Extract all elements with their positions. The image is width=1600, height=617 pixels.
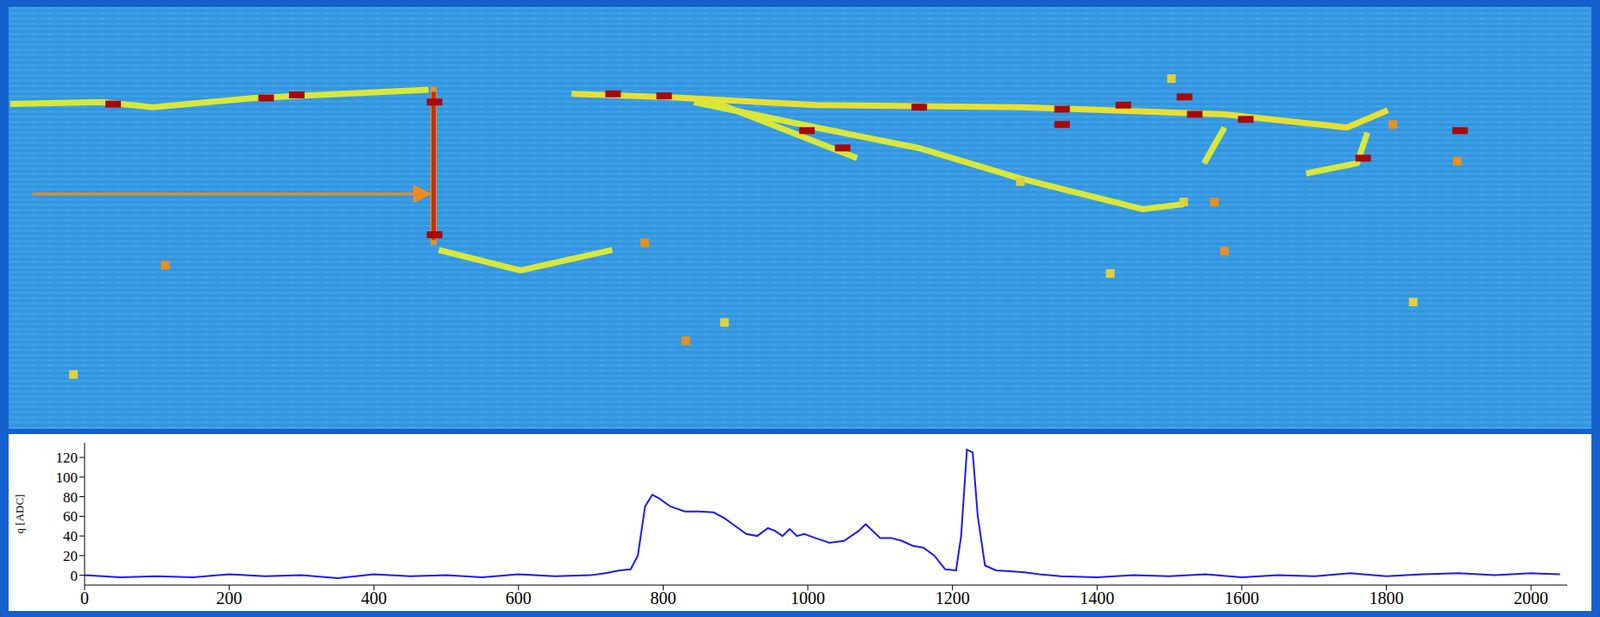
svg-text:q [ADC]: q [ADC] bbox=[12, 494, 26, 535]
svg-text:1600: 1600 bbox=[1224, 588, 1260, 608]
svg-text:1800: 1800 bbox=[1368, 588, 1404, 608]
svg-text:0: 0 bbox=[70, 567, 79, 585]
svg-text:1200: 1200 bbox=[935, 588, 971, 608]
svg-text:60: 60 bbox=[62, 508, 78, 525]
svg-text:800: 800 bbox=[649, 588, 676, 608]
svg-text:600: 600 bbox=[505, 588, 532, 608]
svg-text:120: 120 bbox=[56, 449, 79, 467]
svg-text:1400: 1400 bbox=[1079, 588, 1115, 608]
svg-text:20: 20 bbox=[62, 548, 78, 565]
svg-text:2000: 2000 bbox=[1513, 588, 1549, 608]
svg-text:80: 80 bbox=[62, 489, 78, 506]
svg-text:200: 200 bbox=[216, 588, 243, 608]
svg-text:100: 100 bbox=[56, 469, 79, 486]
svg-text:1000: 1000 bbox=[790, 588, 826, 608]
svg-text:400: 400 bbox=[360, 588, 387, 608]
svg-text:0: 0 bbox=[80, 588, 89, 608]
svg-text:40: 40 bbox=[62, 528, 78, 545]
